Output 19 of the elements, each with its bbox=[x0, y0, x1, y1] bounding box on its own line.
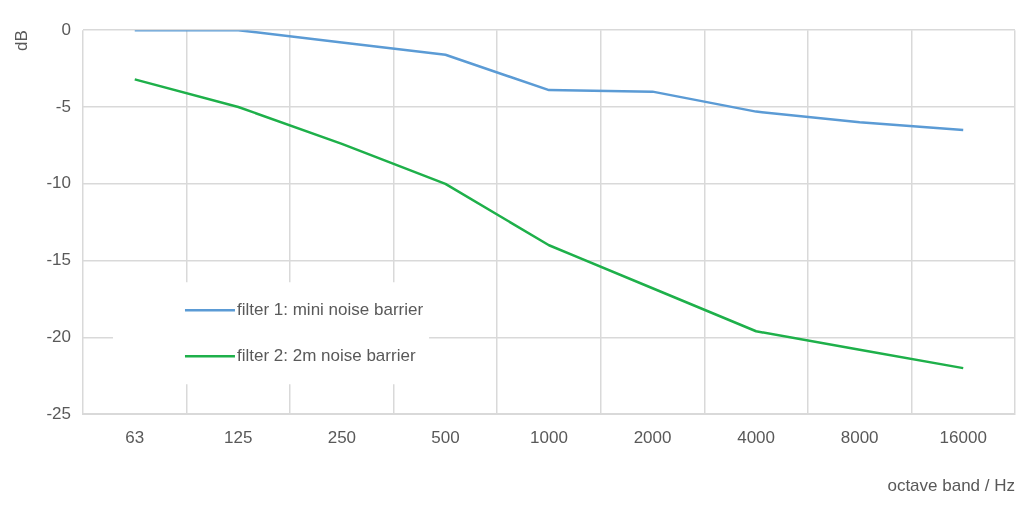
y-axis-title: dB bbox=[11, 30, 31, 51]
y-tick-label: -25 bbox=[46, 403, 71, 423]
x-tick-label: 8000 bbox=[840, 428, 879, 448]
x-tick-label: 16000 bbox=[939, 428, 987, 448]
x-tick-label: 2000 bbox=[633, 428, 672, 448]
x-tick-label: 1000 bbox=[530, 428, 568, 448]
y-tick-label: -5 bbox=[55, 96, 71, 116]
legend-label: filter 1: mini noise barrier bbox=[236, 299, 424, 319]
x-tick-label: 125 bbox=[224, 428, 253, 448]
x-tick-label: 250 bbox=[327, 428, 357, 448]
x-tick-label: 500 bbox=[431, 428, 460, 448]
y-tick-label: -10 bbox=[46, 173, 71, 193]
legend-label: filter 2: 2m noise barrier bbox=[236, 345, 416, 365]
x-tick-label: 4000 bbox=[737, 428, 776, 448]
y-tick-label: -15 bbox=[46, 250, 71, 270]
y-tick-label: 0 bbox=[61, 19, 71, 39]
y-tick-label: -20 bbox=[46, 327, 71, 347]
x-axis-title: octave band / Hz bbox=[887, 476, 1015, 496]
x-tick-label: 63 bbox=[125, 428, 145, 448]
